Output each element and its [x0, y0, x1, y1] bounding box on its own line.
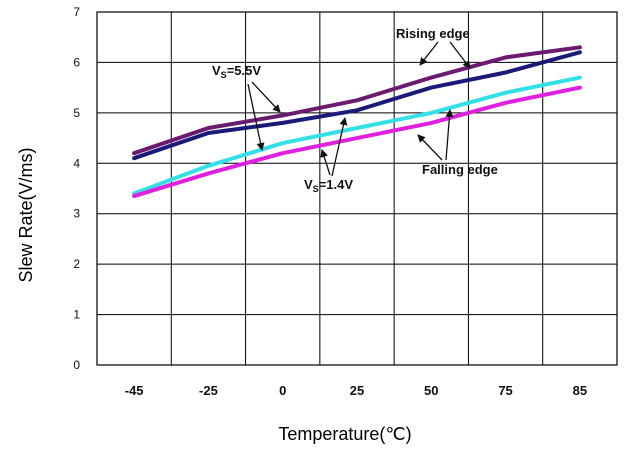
vs-high-label: VS=5.5V — [212, 63, 261, 80]
x-tick-label: 0 — [279, 383, 286, 398]
y-tick-label: 1 — [73, 308, 80, 322]
x-tick-labels: -45 -25 0 25 50 75 85 — [125, 383, 587, 398]
vs-low-sub: S — [313, 184, 319, 194]
x-tick-label: 50 — [424, 383, 438, 398]
series-line-1 — [132, 45, 582, 156]
vs-low-label: VS=1.4V — [304, 177, 353, 194]
y-tick-label: 5 — [73, 106, 80, 120]
x-tick-label: -45 — [125, 383, 144, 398]
vs-low-prefix: V — [304, 177, 313, 192]
x-axis-title: Temperature(℃) — [278, 424, 411, 444]
y-tick-label: 2 — [73, 257, 80, 271]
y-tick-label: 4 — [73, 156, 80, 170]
y-tick-label: 0 — [73, 358, 80, 372]
vs-high-prefix: V — [212, 63, 221, 78]
x-tick-label: -25 — [199, 383, 218, 398]
vs-low-arrow-2 — [331, 117, 348, 177]
grid — [97, 12, 617, 365]
vs-low-value: =1.4V — [319, 177, 354, 192]
rising-edge-arrow-2 — [449, 41, 471, 69]
rising-edge-label: Rising edge — [396, 26, 470, 41]
y-tick-label: 7 — [73, 5, 80, 19]
y-tick-label: 6 — [73, 55, 80, 69]
x-tick-label: 25 — [350, 383, 364, 398]
y-tick-labels: 0 1 2 3 4 5 6 7 — [73, 5, 80, 372]
x-tick-label: 75 — [498, 383, 512, 398]
vs-high-value: =5.5V — [227, 63, 262, 78]
series-lines — [132, 45, 582, 199]
falling-edge-label: Falling edge — [422, 162, 498, 177]
y-tick-label: 3 — [73, 207, 80, 221]
falling-edge-arrow-2 — [417, 134, 443, 161]
vs-low-arrow-1 — [320, 149, 331, 176]
rising-edge-arrow-1 — [419, 41, 439, 66]
y-axis-title: Slew Rate(V/ms) — [16, 147, 36, 282]
plot-area-border — [96, 11, 618, 366]
vs-high-arrow-2 — [247, 83, 265, 151]
x-tick-label: 85 — [573, 383, 587, 398]
vs-high-arrow-1 — [251, 81, 281, 113]
series-line-3 — [132, 75, 582, 196]
series-line-4 — [132, 85, 582, 199]
series-line-2 — [132, 50, 582, 161]
falling-edge-arrow-1 — [445, 109, 454, 161]
vs-high-sub: S — [221, 70, 227, 80]
